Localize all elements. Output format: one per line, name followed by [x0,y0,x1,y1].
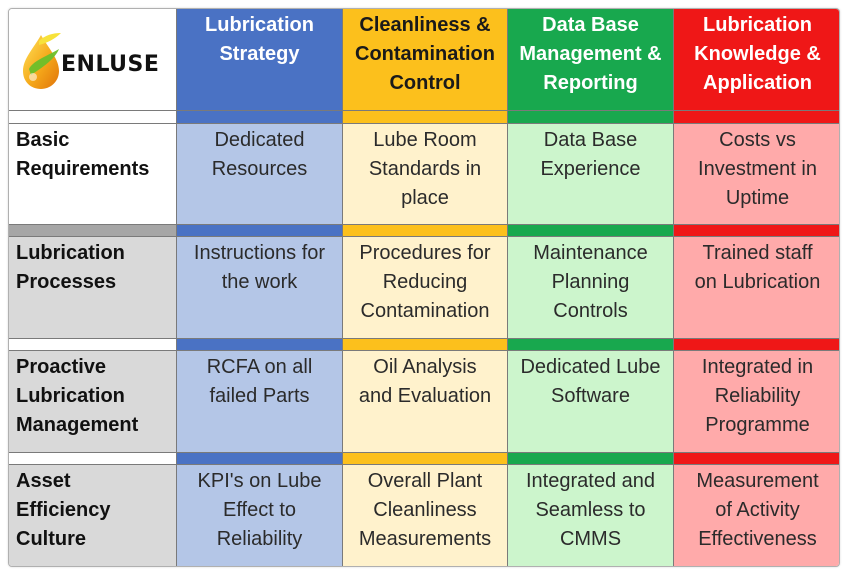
enluse-logo: ENLUSE [19,29,159,91]
matrix-cell: Integrated in Reliability Programme [674,351,839,453]
separator [343,453,508,465]
logo-text: ENLUSE [61,52,160,77]
row-label-basic-requirements: Basic Requirements [9,124,177,225]
separator [9,339,177,351]
separator [177,225,343,237]
matrix-cell: Data Base Experience [508,124,674,225]
column-header-database-management: Data Base Management & Reporting [508,9,674,111]
separator [674,453,839,465]
separator [9,111,177,124]
matrix-cell: Trained staff on Lubrication [674,237,839,339]
matrix-cell: Costs vs Investment in Uptime [674,124,839,225]
matrix-cell: Lube Room Standards in place [343,124,508,225]
matrix-cell: Overall Plant Cleanliness Measurements [343,465,508,566]
separator [508,339,674,351]
separator [508,225,674,237]
row-label-proactive-lubrication-management: Proactive Lubrication Management [9,351,177,453]
separator [674,111,839,124]
separator [674,339,839,351]
matrix-cell: Maintenance Planning Controls [508,237,674,339]
lubrication-matrix: ENLUSE Lubrication Strategy Cleanliness … [8,8,840,567]
separator [508,111,674,124]
matrix-cell: Integrated and Seamless to CMMS [508,465,674,566]
separator [343,225,508,237]
row-label-asset-efficiency-culture: Asset Efficiency Culture [9,465,177,566]
column-header-lubrication-strategy: Lubrication Strategy [177,9,343,111]
separator [343,111,508,124]
separator [508,453,674,465]
row-label-lubrication-processes: Lubrication Processes [9,237,177,339]
column-header-lubrication-knowledge: Lubrication Knowledge & Application [674,9,839,111]
column-header-cleanliness-contamination: Cleanliness & Contamination Control [343,9,508,111]
separator [177,339,343,351]
separator [177,111,343,124]
separator [9,453,177,465]
separator [674,225,839,237]
matrix-cell: Dedicated Lube Software [508,351,674,453]
matrix-cell: Dedicated Resources [177,124,343,225]
matrix-cell: KPI's on Lube Effect to Reliability [177,465,343,566]
oil-drop-icon [23,32,61,89]
matrix-cell: Measurement of Activity Effectiveness [674,465,839,566]
separator [177,453,343,465]
matrix-cell: RCFA on all failed Parts [177,351,343,453]
separator [343,339,508,351]
matrix-cell: Procedures for Reducing Contamination [343,237,508,339]
logo-cell: ENLUSE [9,9,177,111]
matrix-cell: Instructions for the work [177,237,343,339]
matrix-cell: Oil Analysis and Evaluation [343,351,508,453]
separator [9,225,177,237]
